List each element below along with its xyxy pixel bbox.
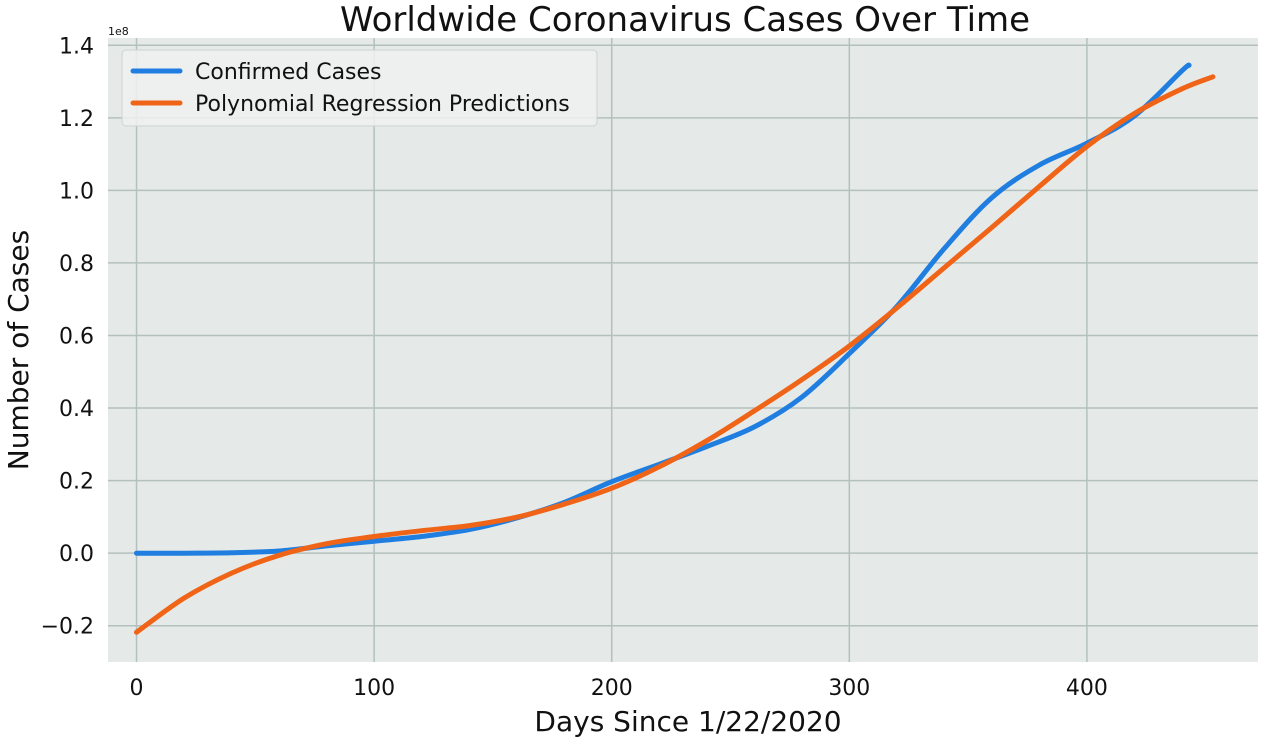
y-tick-label: 0.4 — [59, 397, 94, 422]
y-tick-label: 0.2 — [59, 470, 94, 495]
x-tick-label: 300 — [828, 676, 870, 701]
y-tick-label: 1.0 — [59, 179, 94, 204]
legend: Confirmed Cases Polynomial Regression Pr… — [121, 49, 598, 127]
y-axis-label: Number of Cases — [2, 230, 35, 470]
y-tick-label: 0.8 — [59, 252, 94, 277]
grid-lines — [108, 38, 1258, 662]
series-lines — [134, 62, 1216, 635]
chart-title: Worldwide Coronavirus Cases Over Time — [340, 0, 1030, 40]
y-tick-label: 0.6 — [59, 324, 94, 349]
y-tick-label: 1.2 — [59, 107, 94, 132]
y-tick-label: −0.2 — [41, 615, 94, 640]
y-axis-ticks: −0.2 0.0 0.2 0.4 0.6 0.8 1.0 1.2 1.4 — [41, 34, 94, 639]
legend-box — [121, 49, 598, 127]
x-axis-label: Days Since 1/22/2020 — [534, 705, 841, 738]
x-tick-label: 200 — [591, 676, 633, 701]
y-tick-label: 1.4 — [59, 34, 94, 59]
x-tick-label: 100 — [353, 676, 395, 701]
x-tick-label: 400 — [1066, 676, 1108, 701]
x-tick-label: 0 — [130, 676, 144, 701]
plot-area — [108, 38, 1258, 662]
series-line-polynomial-regression — [134, 74, 1216, 635]
legend-label-confirmed-cases: Confirmed Cases — [195, 60, 382, 85]
x-axis-ticks: 0 100 200 300 400 — [130, 676, 1108, 701]
legend-label-polynomial-regression: Polynomial Regression Predictions — [195, 92, 570, 117]
y-offset-label: 1e8 — [108, 25, 129, 38]
y-tick-label: 0.0 — [59, 542, 94, 567]
